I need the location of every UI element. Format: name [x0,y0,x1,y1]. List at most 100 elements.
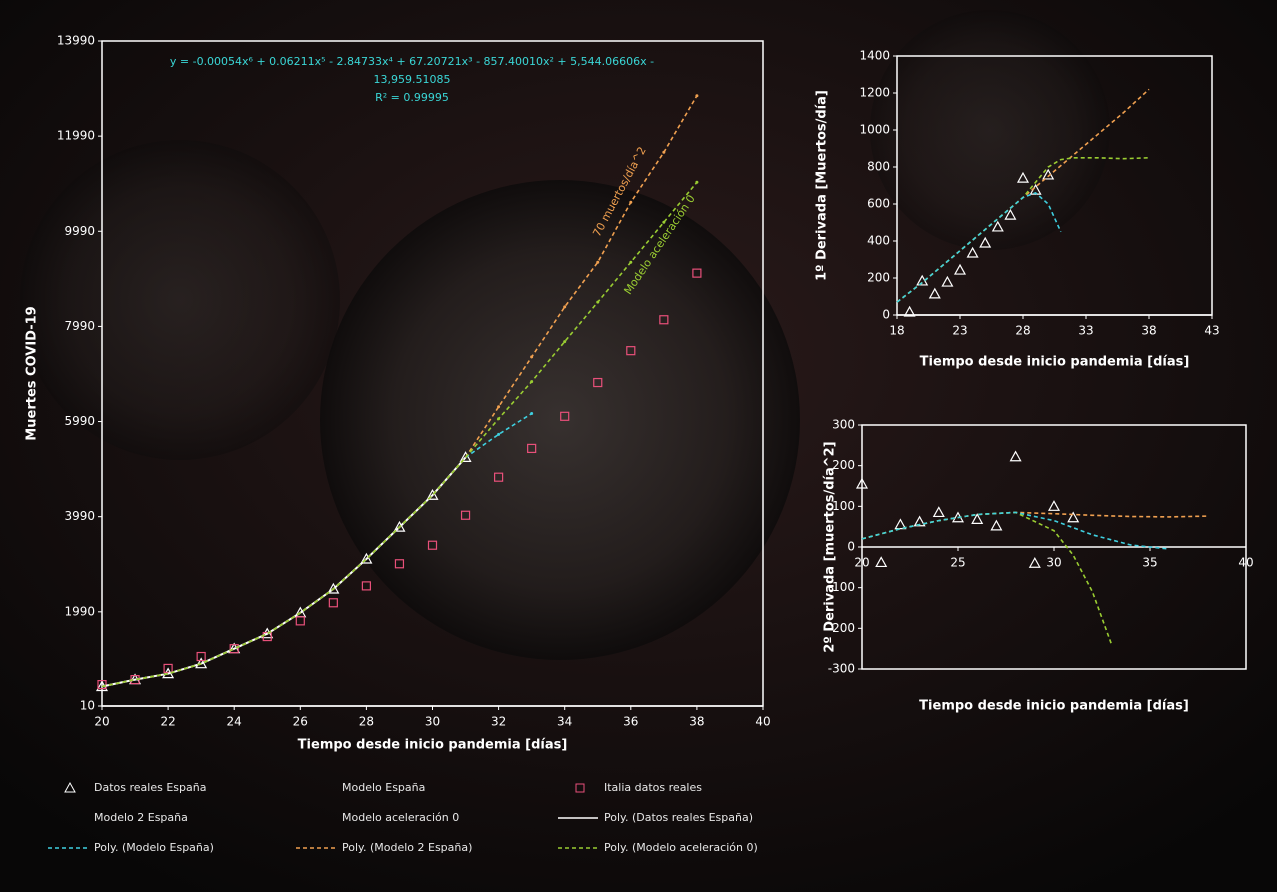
point [979,236,992,248]
y-tick-label: 11990 [57,129,95,143]
y-tick-label: 0 [882,308,890,322]
y-axis-label: 2º Derivada [muertos/día^2] [823,441,838,652]
point [894,518,907,530]
point [1047,500,1061,511]
point [941,275,954,287]
y-tick-label: 1200 [859,86,890,100]
legend-label: Poly. (Modelo España) [94,841,214,854]
point [626,346,636,356]
x-axis-label: Tiempo desde inicio pandemia [días] [920,355,1190,370]
x-tick-label: 26 [293,715,308,729]
point [903,305,916,317]
series-line [861,511,1170,550]
point [560,411,570,421]
annotation: y = -0.00054x⁶ + 0.06211x⁵ - 2.84733x⁴ +… [170,55,654,68]
point [97,679,107,690]
point [971,513,984,524]
point [1016,171,1030,183]
y-tick-label: 1000 [859,123,890,137]
point [497,432,501,436]
legend-label: Datos reales España [94,781,206,794]
y-tick-label: 7990 [64,319,95,333]
point [229,644,239,654]
point [659,315,669,325]
point [855,477,869,489]
x-tick-label: 22 [160,715,175,729]
y-tick-label: 600 [867,197,890,211]
y-tick-label: 9990 [64,224,95,238]
y-tick-label: -100 [828,580,855,594]
x-axis-label: Tiempo desde inicio pandemia [días] [298,738,568,753]
y-tick-label: 10 [80,699,95,713]
y-tick-label: 100 [832,499,855,513]
x-axis-label: Tiempo desde inicio pandemia [días] [919,699,1189,714]
point [1004,208,1017,220]
x-tick-label: 25 [950,556,965,570]
point [393,520,406,532]
point [295,616,305,626]
x-tick-label: 32 [491,715,506,729]
point [427,540,438,550]
legend-label: Poly. (Modelo aceleración 0) [604,841,758,854]
x-tick-label: 28 [359,715,374,729]
y-tick-label: 800 [867,160,890,174]
y-tick-label: 0 [847,540,855,554]
y-tick-label: 13990 [57,34,95,48]
series-line [101,181,698,688]
point [360,552,373,564]
x-tick-label: 28 [1015,324,1030,338]
x-tick-label: 33 [1078,324,1093,338]
y-tick-label: 200 [832,458,855,472]
x-tick-label: 20 [94,715,109,729]
y-tick-label: -300 [828,662,855,676]
y-tick-label: -200 [828,621,855,635]
y-axis-label: Muertes COVID-19 [25,306,40,440]
legend-label: Modelo España [342,781,425,794]
legend-label: Italia datos reales [604,781,702,794]
point [563,340,567,344]
y-tick-label: 3990 [64,509,95,523]
x-tick-label: 30 [1046,556,1061,570]
x-tick-label: 40 [1238,556,1253,570]
legend-label: Modelo aceleración 0 [342,811,459,824]
point [990,519,1003,531]
y-tick-label: 1990 [64,604,95,618]
x-tick-label: 43 [1204,324,1219,338]
legend-label: Poly. (Modelo 2 España) [342,841,472,854]
x-tick-label: 36 [623,715,638,729]
y-axis-label: 1º Derivada [Muertos/día] [815,90,830,281]
point [163,663,173,674]
legend-label: Modelo 2 España [94,811,188,824]
point [563,305,567,309]
y-tick-label: 1400 [859,49,890,63]
y-tick-label: 5990 [64,414,95,428]
point [327,582,340,594]
point [394,559,405,569]
x-tick-label: 23 [952,324,967,338]
x-tick-label: 24 [227,715,242,729]
annotation: 13,959.51085 [374,73,451,86]
point [932,506,945,518]
x-tick-label: 20 [854,556,869,570]
point [953,263,967,275]
x-tick-label: 38 [689,715,704,729]
x-tick-label: 38 [1141,324,1156,338]
point [913,515,926,527]
y-tick-label: 300 [832,418,855,432]
point [527,443,537,454]
legend-symbol [575,783,585,793]
series-line [896,191,1062,303]
point [361,581,371,591]
point [1067,511,1080,523]
x-tick-label: 18 [889,324,904,338]
x-tick-label: 30 [425,715,440,729]
point [1009,450,1022,462]
point [426,488,439,500]
x-tick-label: 40 [755,715,770,729]
virus-backdrop [20,140,340,460]
point [928,287,941,299]
point [966,246,979,258]
y-tick-label: 400 [867,234,890,248]
legend-symbol [64,781,76,793]
point [692,268,702,278]
